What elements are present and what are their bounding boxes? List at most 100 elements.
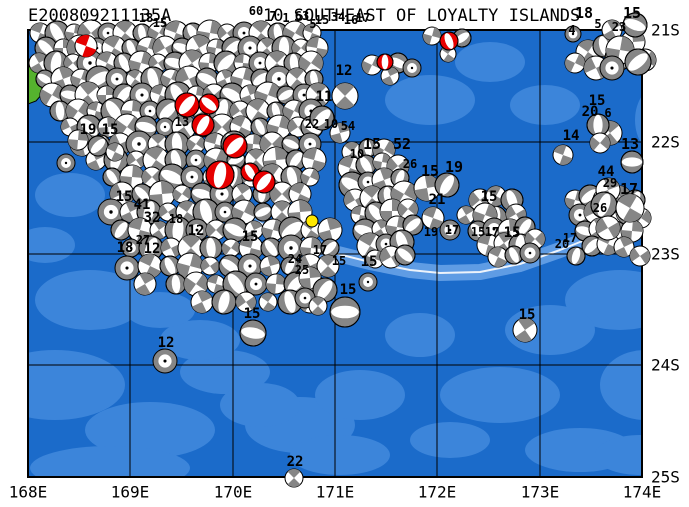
ball-dot bbox=[190, 175, 194, 179]
ball-quadrants bbox=[274, 201, 290, 223]
ball-lens bbox=[289, 152, 303, 168]
axis-label-longitude: 172E bbox=[418, 483, 457, 502]
ball-lens bbox=[381, 54, 389, 70]
focal-mechanism-ball bbox=[214, 201, 236, 223]
ball-lens bbox=[206, 237, 216, 259]
ball-lens bbox=[49, 23, 65, 43]
focal-mechanism-ball bbox=[142, 146, 170, 174]
focal-mechanism-ball bbox=[253, 202, 273, 222]
ball-outline bbox=[376, 53, 394, 71]
ball-quadrants bbox=[176, 67, 202, 91]
ball-quadrants bbox=[222, 240, 240, 256]
ball-dot bbox=[148, 109, 152, 113]
ball-quadrants bbox=[423, 27, 441, 45]
focal-mechanism-ball bbox=[211, 289, 237, 315]
ball-dot bbox=[137, 142, 141, 146]
ball-outline bbox=[394, 244, 416, 266]
ball-dot bbox=[366, 280, 370, 284]
ball-quadrants bbox=[590, 135, 610, 151]
axis-label-longitude: 168E bbox=[9, 483, 48, 502]
ball-quadrants bbox=[97, 86, 115, 104]
depth-label-top: 5 bbox=[594, 17, 601, 31]
focal-mechanism-ball-highlighted bbox=[205, 160, 235, 190]
ball-quadrants bbox=[299, 53, 323, 73]
ball-lens bbox=[405, 218, 421, 232]
axis-label-latitude: 23S bbox=[651, 245, 680, 264]
focal-mechanism-ball bbox=[622, 12, 648, 38]
ball-quadrants bbox=[192, 291, 212, 313]
ball-quadrants bbox=[414, 175, 440, 201]
ball-quadrants bbox=[386, 216, 408, 238]
ball-quadrants bbox=[373, 220, 389, 238]
focal-mechanism-ball bbox=[439, 219, 461, 241]
focal-mechanism-ball bbox=[300, 167, 320, 187]
ball-lens bbox=[509, 247, 519, 263]
focal-mechanism-ball bbox=[365, 249, 385, 269]
focal-mechanism-ball bbox=[402, 214, 424, 236]
ball-quadrants bbox=[287, 469, 301, 487]
ball-lens bbox=[80, 118, 98, 136]
focal-mechanism-ball bbox=[186, 134, 206, 154]
ball-outline bbox=[624, 48, 652, 76]
ball-quadrants bbox=[283, 101, 305, 121]
ball-quadrants bbox=[142, 169, 162, 185]
ball-lens bbox=[360, 156, 372, 174]
ball-quadrants bbox=[248, 99, 268, 123]
focal-mechanism-ball bbox=[87, 135, 109, 157]
ball-dot bbox=[163, 359, 167, 363]
bathymetry-patch bbox=[220, 383, 300, 427]
ball-dot bbox=[129, 246, 133, 250]
ball-quadrants bbox=[145, 147, 167, 173]
focal-mechanism-ball bbox=[192, 198, 220, 226]
ball-quadrants bbox=[515, 318, 535, 342]
ball-lens bbox=[227, 273, 245, 295]
ball-quadrants bbox=[565, 53, 585, 73]
bathymetry-patch bbox=[440, 367, 560, 423]
focal-mechanism-ball bbox=[239, 319, 267, 347]
ball-dot bbox=[109, 210, 113, 214]
ball-lens bbox=[264, 240, 278, 256]
ball-lens bbox=[571, 247, 581, 265]
bathymetry-patch bbox=[385, 313, 455, 357]
ball-lens bbox=[197, 73, 217, 85]
ball-quadrants bbox=[139, 254, 161, 278]
ball-dot bbox=[303, 296, 307, 300]
depth-label: 19 bbox=[445, 158, 463, 176]
ball-quadrants bbox=[380, 247, 402, 267]
focal-mechanism-ball bbox=[624, 48, 652, 76]
ball-lens bbox=[134, 186, 150, 202]
ball-lens bbox=[144, 237, 158, 259]
ball-outline bbox=[87, 135, 109, 157]
depth-label: 41 bbox=[134, 197, 151, 213]
focal-mechanism-ball-highlighted bbox=[191, 113, 215, 137]
ball-dot bbox=[308, 142, 312, 146]
bathymetry-patch bbox=[125, 292, 195, 328]
depth-label: 15 bbox=[361, 254, 378, 270]
depth-label: 32 bbox=[144, 210, 161, 226]
focal-mechanism-ball bbox=[155, 117, 175, 137]
ball-quadrants bbox=[299, 267, 321, 289]
ball-quadrants bbox=[75, 35, 97, 57]
ball-quadrants bbox=[230, 102, 250, 120]
depth-label-top: 18 bbox=[575, 4, 593, 22]
ball-quadrants bbox=[621, 220, 643, 242]
bathymetry-patch bbox=[455, 42, 525, 82]
focal-mechanism-ball bbox=[159, 255, 181, 277]
depth-label: 20 bbox=[555, 237, 569, 251]
depth-label: 15 bbox=[242, 229, 259, 245]
focal-mechanism-ball-highlighted bbox=[198, 93, 220, 115]
ball-dot bbox=[223, 210, 227, 214]
depth-label: 12 bbox=[336, 63, 353, 79]
focal-mechanism-ball bbox=[56, 153, 76, 173]
depth-label: 15 bbox=[102, 122, 119, 138]
depth-label: 13 bbox=[621, 135, 639, 153]
ball-quadrants bbox=[233, 184, 251, 204]
ball-quadrants bbox=[290, 183, 310, 205]
ball-lens bbox=[114, 222, 128, 238]
ball-outline bbox=[309, 105, 335, 131]
ball-quadrants bbox=[335, 83, 355, 109]
ball-quadrants bbox=[292, 41, 310, 55]
ball-lens bbox=[159, 102, 177, 120]
depth-label-top: 15 bbox=[315, 13, 329, 27]
ball-lens bbox=[160, 169, 184, 185]
